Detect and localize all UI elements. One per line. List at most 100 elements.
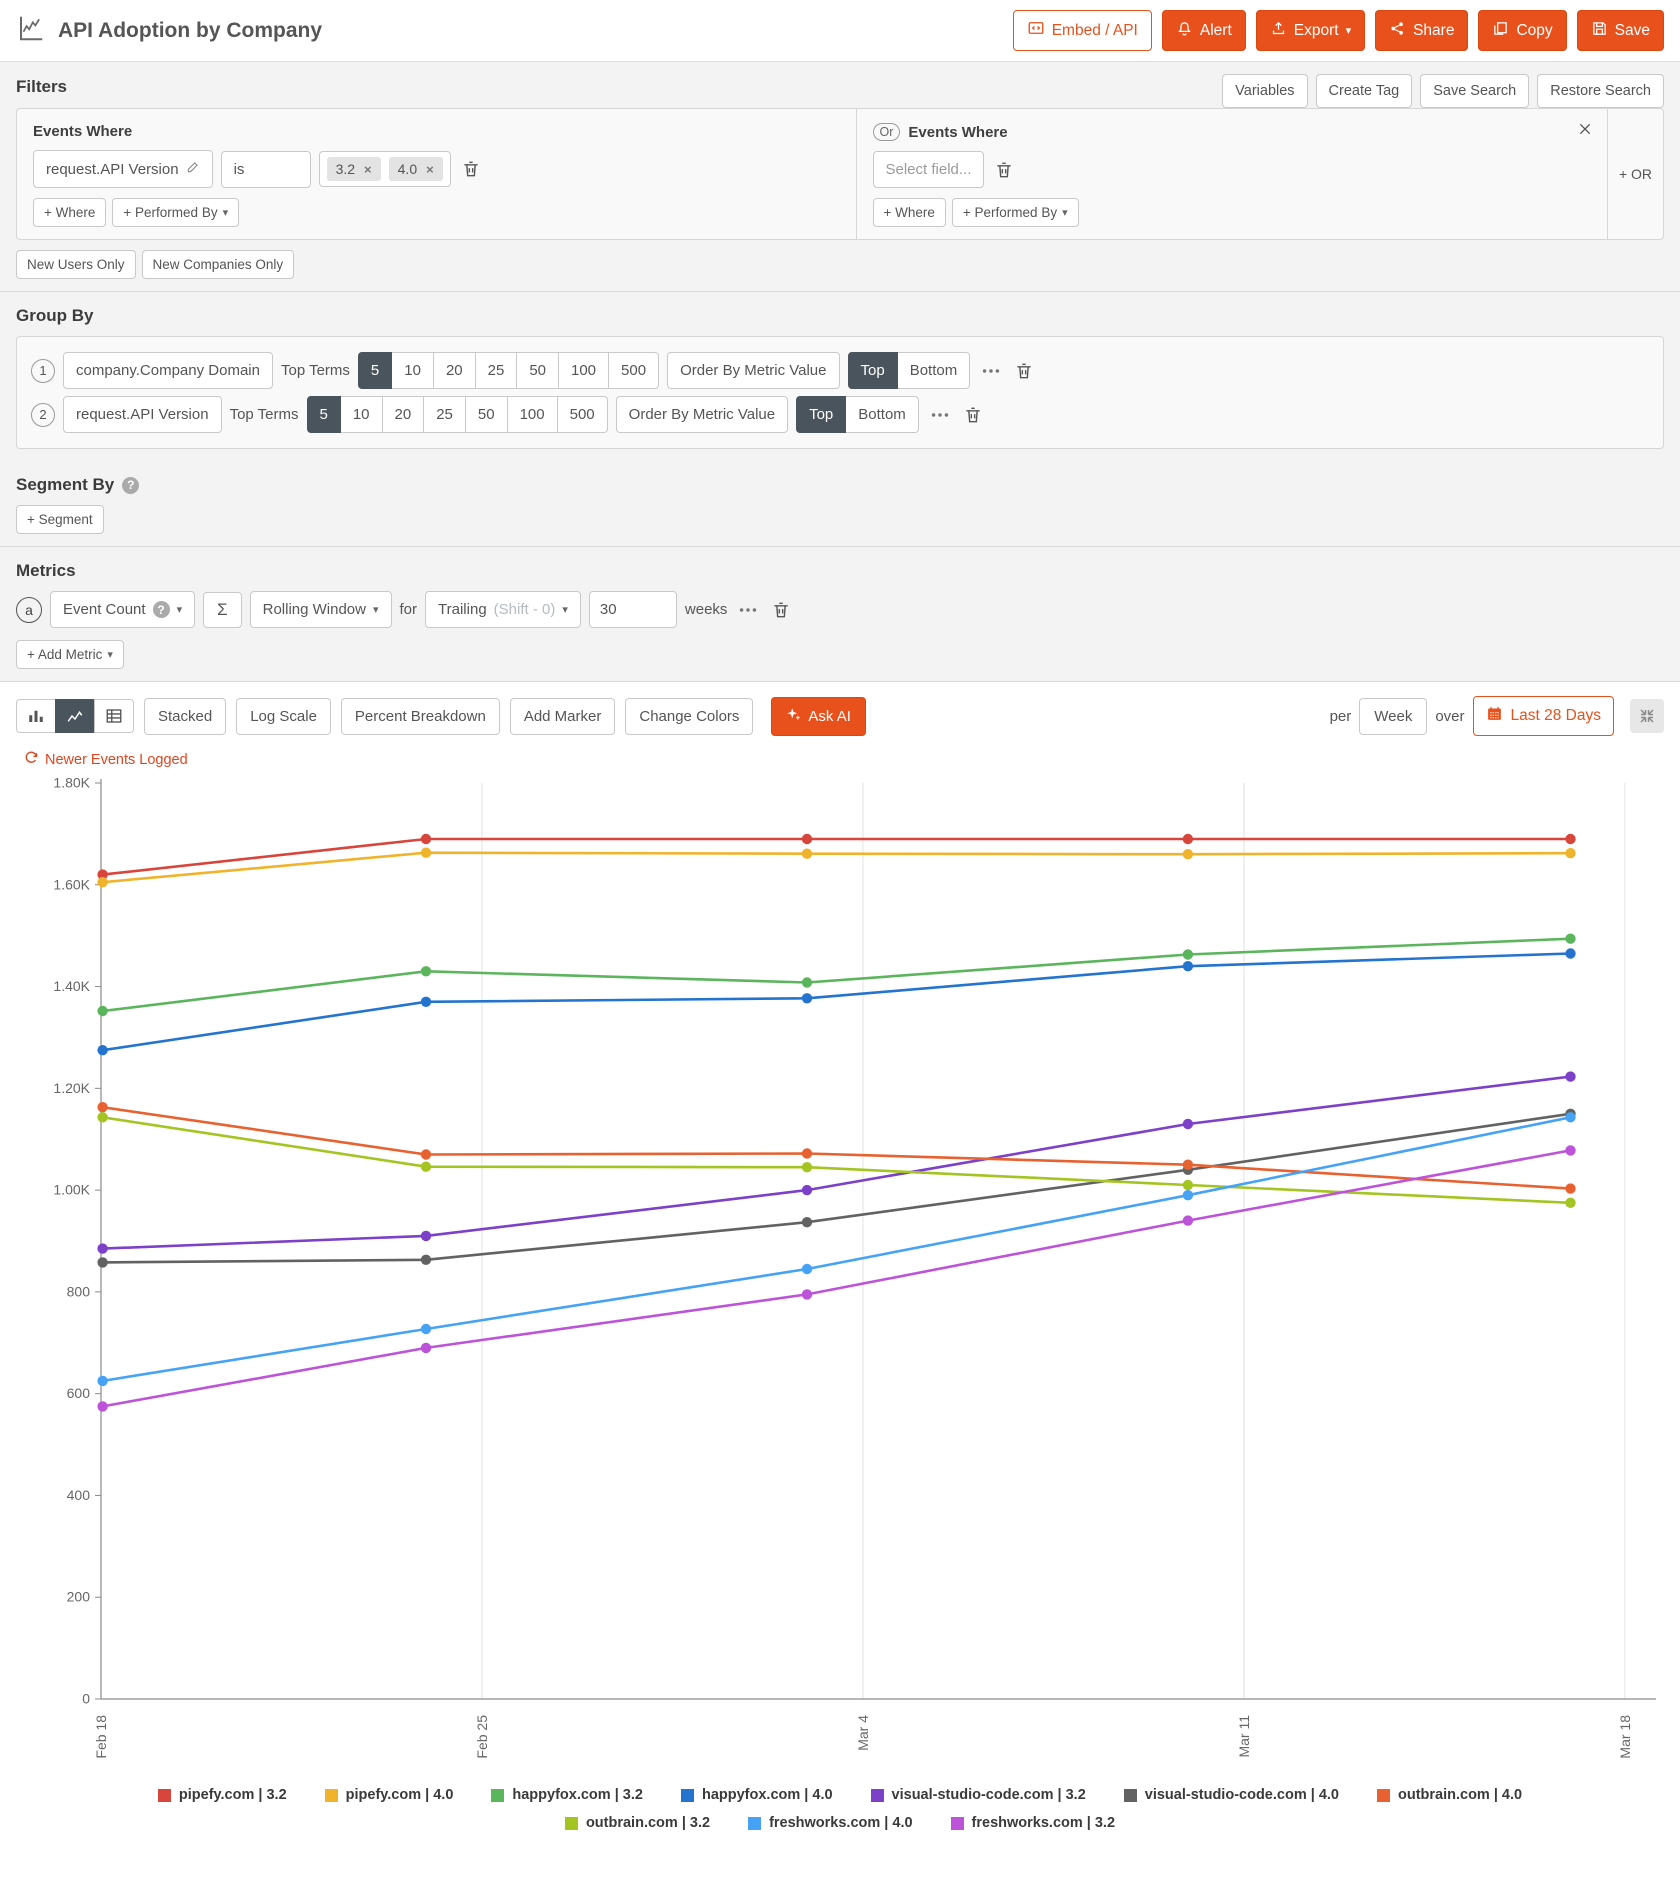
term-option-100[interactable]: 100 (507, 396, 558, 433)
line-chart[interactable]: 02004006008001.00K1.20K1.40K1.60K1.80KFe… (16, 771, 1664, 1781)
delete-filter-button[interactable] (992, 158, 1016, 182)
legend-item[interactable]: visual-studio-code.com | 3.2 (871, 1787, 1086, 1803)
line-chart-title-icon (16, 13, 46, 48)
new-companies-only-button[interactable]: New Companies Only (142, 250, 295, 279)
line-chart-view-button[interactable] (55, 699, 95, 733)
legend-item[interactable]: outbrain.com | 4.0 (1377, 1787, 1522, 1803)
term-option-100[interactable]: 100 (558, 352, 609, 389)
log-scale-button[interactable]: Log Scale (236, 698, 331, 735)
bar-chart-icon (26, 707, 46, 725)
delete-filter-button[interactable] (459, 157, 483, 181)
table-view-button[interactable] (94, 699, 134, 733)
select-field-button[interactable]: Select field... (873, 151, 985, 188)
calendar-icon (1486, 705, 1503, 727)
share-button[interactable]: Share (1375, 10, 1468, 51)
add-marker-button[interactable]: Add Marker (510, 698, 616, 735)
copy-button[interactable]: Copy (1478, 10, 1566, 51)
series-line (103, 954, 1571, 1051)
close-filter-icon[interactable] (1575, 119, 1595, 139)
events-where-label: Events Where (33, 123, 840, 140)
data-point (1565, 934, 1575, 944)
embed-icon (1027, 19, 1045, 42)
add-metric-button[interactable]: + Add Metric ▾ (16, 640, 124, 669)
filter-operator-button[interactable]: is (221, 151, 311, 188)
term-option-20[interactable]: 20 (382, 396, 425, 433)
variables-button[interactable]: Variables (1222, 74, 1307, 108)
new-users-only-button[interactable]: New Users Only (16, 250, 136, 279)
legend-item[interactable]: happyfox.com | 4.0 (681, 1787, 833, 1803)
direction-option-bottom[interactable]: Bottom (897, 352, 971, 389)
data-point (802, 1162, 812, 1172)
term-option-50[interactable]: 50 (465, 396, 508, 433)
group-field-button[interactable]: request.API Version (63, 396, 222, 433)
add-where-button[interactable]: + Where (33, 198, 106, 227)
data-point (97, 1102, 107, 1112)
more-options-button[interactable] (735, 597, 761, 623)
term-option-25[interactable]: 25 (423, 396, 466, 433)
direction-option-top[interactable]: Top (848, 352, 898, 389)
add-or-button[interactable]: + OR (1607, 109, 1663, 239)
embed-api-button[interactable]: Embed / API (1013, 10, 1152, 51)
alert-button[interactable]: Alert (1162, 10, 1246, 51)
more-options-button[interactable] (978, 358, 1004, 384)
delete-metric-button[interactable] (769, 598, 793, 622)
term-option-500[interactable]: 500 (557, 396, 608, 433)
term-option-50[interactable]: 50 (516, 352, 559, 389)
legend-item[interactable]: pipefy.com | 4.0 (325, 1787, 454, 1803)
more-options-button[interactable] (927, 402, 953, 428)
date-range-button[interactable]: Last 28 Days (1473, 696, 1614, 736)
term-option-500[interactable]: 500 (608, 352, 659, 389)
filter-value-chip: 3.2 × (327, 157, 381, 181)
add-performed-by-button[interactable]: + Performed By ▾ (952, 198, 1079, 227)
data-point (97, 1257, 107, 1267)
time-granularity-button[interactable]: Week (1359, 698, 1427, 735)
ask-ai-button[interactable]: Ask AI (771, 697, 866, 736)
direction-option-bottom[interactable]: Bottom (845, 396, 919, 433)
delete-group-by-button[interactable] (961, 403, 985, 427)
legend-item[interactable]: freshworks.com | 3.2 (951, 1815, 1115, 1831)
stacked-button[interactable]: Stacked (144, 698, 226, 735)
order-by-button[interactable]: Order By Metric Value (616, 396, 788, 433)
add-segment-button[interactable]: + Segment (16, 505, 104, 534)
bar-chart-view-button[interactable] (16, 699, 56, 733)
restore-search-button[interactable]: Restore Search (1537, 74, 1664, 108)
filter-field-button[interactable]: request.API Version (33, 150, 213, 188)
term-option-5[interactable]: 5 (358, 352, 392, 389)
data-point (802, 977, 812, 987)
filter-values-box[interactable]: 3.2 × 4.0 × (319, 151, 451, 187)
metric-type-button[interactable]: Event Count ? ▾ (50, 591, 195, 628)
data-point (1183, 949, 1193, 959)
term-option-20[interactable]: 20 (433, 352, 476, 389)
save-button[interactable]: Save (1577, 10, 1664, 51)
delete-group-by-button[interactable] (1012, 359, 1036, 383)
percent-breakdown-button[interactable]: Percent Breakdown (341, 698, 500, 735)
direction-option-top[interactable]: Top (796, 396, 846, 433)
create-tag-button[interactable]: Create Tag (1316, 74, 1413, 108)
term-option-5[interactable]: 5 (307, 396, 341, 433)
add-where-button[interactable]: + Where (873, 198, 946, 227)
term-option-25[interactable]: 25 (475, 352, 518, 389)
save-search-button[interactable]: Save Search (1420, 74, 1529, 108)
collapse-view-button[interactable] (1630, 699, 1664, 733)
legend-item[interactable]: freshworks.com | 4.0 (748, 1815, 912, 1831)
aggregation-sigma-button[interactable]: Σ (203, 592, 242, 628)
help-icon[interactable]: ? (122, 477, 139, 494)
legend-item[interactable]: pipefy.com | 3.2 (158, 1787, 287, 1803)
legend-item[interactable]: visual-studio-code.com | 4.0 (1124, 1787, 1339, 1803)
trailing-button[interactable]: Trailing (Shift - 0) ▾ (425, 591, 581, 628)
legend-swatch (325, 1789, 338, 1802)
term-option-10[interactable]: 10 (391, 352, 434, 389)
window-type-button[interactable]: Rolling Window ▾ (250, 591, 392, 628)
remove-chip-icon[interactable]: × (426, 162, 434, 177)
term-option-10[interactable]: 10 (340, 396, 383, 433)
export-button[interactable]: Export ▾ (1256, 10, 1365, 51)
remove-chip-icon[interactable]: × (364, 162, 372, 177)
legend-item[interactable]: outbrain.com | 3.2 (565, 1815, 710, 1831)
change-colors-button[interactable]: Change Colors (625, 698, 753, 735)
newer-events-notice[interactable]: Newer Events Logged (24, 750, 1664, 769)
legend-item[interactable]: happyfox.com | 3.2 (491, 1787, 643, 1803)
add-performed-by-button[interactable]: + Performed By ▾ (112, 198, 239, 227)
window-length-input[interactable]: 30 (589, 591, 677, 628)
group-field-button[interactable]: company.Company Domain (63, 352, 273, 389)
order-by-button[interactable]: Order By Metric Value (667, 352, 839, 389)
